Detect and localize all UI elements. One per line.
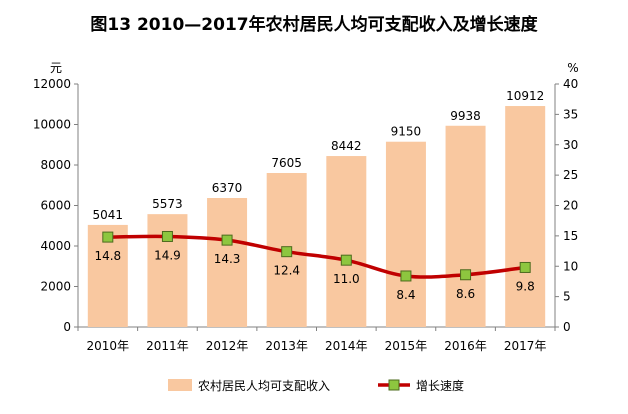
growth-rate-marker — [102, 231, 114, 243]
income-bar — [385, 141, 426, 327]
y-right-tick-label: 15 — [563, 229, 578, 243]
x-tick-label: 2012年 — [206, 339, 249, 353]
growth-rate-marker — [460, 269, 472, 281]
income-bar — [326, 156, 367, 327]
income-bar — [505, 106, 546, 327]
x-tick-label: 2015年 — [385, 339, 428, 353]
income-bar-label: 6370 — [212, 181, 243, 195]
y-left-tick-label: 6000 — [40, 199, 71, 213]
x-tick-label: 2011年 — [146, 339, 189, 353]
growth-rate-label: 8.6 — [456, 287, 475, 301]
growth-rate-marker — [161, 230, 173, 242]
chart-title: 图13 2010—2017年农村居民人均可支配收入及增长速度 — [90, 15, 538, 35]
growth-rate-label: 12.4 — [273, 264, 300, 278]
legend-swatch-income — [168, 379, 192, 391]
y-right-tick-label: 30 — [563, 138, 578, 152]
growth-rate-marker — [340, 254, 352, 266]
growth-rate-label: 14.8 — [94, 249, 121, 263]
income-bar-label: 9150 — [391, 125, 422, 139]
y-right-tick-label: 20 — [563, 199, 578, 213]
income-bar-label: 8442 — [331, 139, 362, 153]
income-bar — [445, 125, 486, 328]
x-tick-label: 2010年 — [87, 339, 130, 353]
y-left-tick-label: 12000 — [33, 77, 71, 91]
income-bar-label: 9938 — [450, 109, 481, 123]
income-bar — [207, 198, 248, 327]
growth-rate-marker — [221, 234, 233, 246]
legend-label-growth: 增长速度 — [416, 378, 464, 393]
growth-rate-label: 14.9 — [154, 248, 181, 262]
legend-label-income: 农村居民人均可支配收入 — [198, 379, 330, 393]
income-bar-label: 10912 — [506, 89, 544, 103]
y-right-tick-label: 35 — [563, 107, 578, 121]
y-right-tick-label: 10 — [563, 259, 578, 273]
growth-rate-label: 9.8 — [516, 279, 535, 293]
y-right-tick-label: 0 — [563, 320, 571, 334]
legend-swatch-growth-marker — [388, 379, 400, 391]
growth-rate-marker — [400, 270, 412, 282]
income-bar-label: 5041 — [93, 208, 124, 222]
x-tick-label: 2014年 — [325, 339, 368, 353]
y-left-tick-label: 8000 — [40, 158, 71, 172]
income-bar-label: 5573 — [152, 197, 183, 211]
growth-rate-label: 11.0 — [333, 272, 360, 286]
x-tick-label: 2017年 — [504, 339, 547, 353]
y-left-tick-label: 10000 — [33, 118, 71, 132]
y-left-tick-label: 4000 — [40, 239, 71, 253]
x-tick-label: 2016年 — [444, 339, 487, 353]
x-tick-label: 2013年 — [265, 339, 308, 353]
y-right-tick-label: 40 — [563, 77, 578, 91]
income-bar-label: 7605 — [271, 156, 302, 170]
growth-rate-label: 14.3 — [214, 252, 241, 266]
y-right-tick-label: 25 — [563, 168, 578, 182]
y-right-unit: % — [567, 61, 578, 75]
growth-rate-marker — [281, 246, 293, 258]
y-left-tick-label: 2000 — [40, 280, 71, 294]
growth-rate-marker — [519, 261, 531, 273]
y-left-unit: 元 — [50, 61, 62, 75]
y-right-tick-label: 5 — [563, 290, 571, 304]
y-left-tick-label: 0 — [63, 320, 71, 334]
growth-rate-label: 8.4 — [396, 288, 415, 302]
